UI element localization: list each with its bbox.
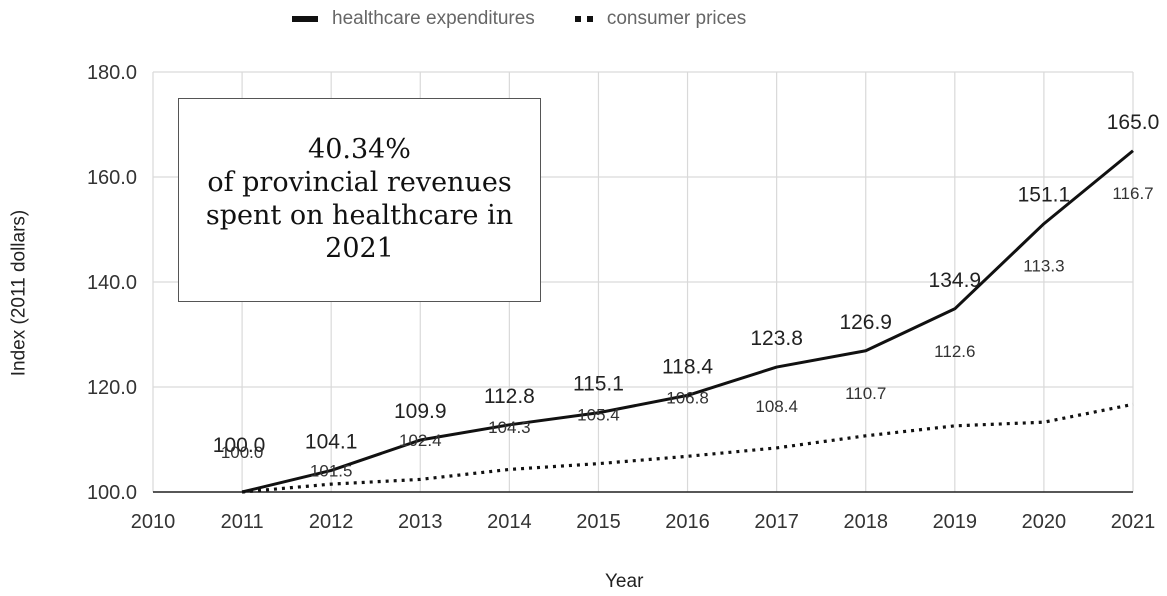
y-tick-label: 120.0 (87, 377, 137, 399)
consumer-prices-line (241, 402, 1134, 494)
x-tick-label: 2019 (933, 511, 978, 533)
annotation-percent: 40.34% (308, 134, 411, 166)
consumer-prices-data-label: 101.5 (310, 461, 353, 480)
y-tick-label: 100.0 (87, 482, 137, 504)
healthcare-data-label: 134.9 (929, 269, 982, 292)
consumer-prices-data-label: 106.8 (666, 388, 709, 407)
healthcare-data-label: 126.9 (839, 311, 892, 334)
legend-solid-swatch (292, 16, 318, 22)
healthcare-data-label: 112.8 (484, 385, 535, 408)
annotation-line-3: spent on healthcare in (205, 200, 514, 231)
legend-label-consumer: consumer prices (606, 8, 747, 29)
x-tick-label: 2018 (843, 511, 888, 533)
y-axis-title: Index (2011 dollars) (8, 209, 30, 377)
series-lines (241, 149, 1134, 494)
y-tick-label: 160.0 (87, 167, 137, 189)
x-tick-label: 2017 (754, 511, 799, 533)
x-tick-label: 2012 (309, 511, 354, 533)
x-axis-title: Year (605, 571, 644, 592)
legend-dotted-swatch (574, 16, 593, 22)
healthcare-data-label: 115.1 (573, 373, 624, 396)
x-tick-label: 2010 (131, 511, 176, 533)
legend-item-consumer: consumer prices (574, 8, 747, 30)
y-axis-ticks: 100.0 120.0 140.0 160.0 180.0 (87, 62, 137, 504)
x-tick-label: 2016 (665, 511, 710, 533)
legend: healthcare expenditures consumer prices (292, 6, 746, 32)
healthcare-data-label: 109.9 (394, 400, 447, 423)
consumer-prices-data-label: 112.6 (934, 342, 975, 361)
consumer-prices-data-label: 110.7 (845, 384, 886, 403)
annotation-line-4: 2021 (325, 232, 394, 264)
healthcare-data-label: 118.4 (662, 355, 713, 378)
x-tick-label: 2014 (487, 511, 532, 533)
legend-label-healthcare: healthcare expenditures (332, 8, 535, 29)
healthcare-data-label: 123.8 (750, 327, 803, 350)
healthcare-expenditures-line (241, 149, 1134, 494)
legend-item-healthcare: healthcare expenditures (292, 8, 535, 30)
x-axis-ticks: 2010 2011 2012 2013 2014 2015 2016 2017 2018 2019… (131, 511, 1156, 533)
gridlines (152, 71, 1134, 493)
consumer-prices-data-label: 108.4 (755, 397, 798, 416)
x-tick-label: 2015 (576, 511, 621, 533)
x-tick-label: 2021 (1111, 511, 1156, 533)
x-tick-label: 2013 (398, 511, 443, 533)
consumer-prices-data-label: 104.3 (488, 418, 531, 437)
healthcare-data-label: 165.0 (1107, 111, 1160, 134)
x-tick-label: 2011 (221, 511, 264, 533)
consumer-prices-data-label: 100.0 (221, 443, 264, 462)
y-tick-label: 180.0 (87, 62, 137, 84)
x-tick-label: 2020 (1022, 511, 1067, 533)
consumer-prices-data-label: 102.4 (399, 431, 442, 450)
consumer-prices-data-label: 105.4 (577, 406, 620, 425)
y-tick-label: 140.0 (87, 272, 137, 294)
consumer-prices-data-label: 113.3 (1023, 257, 1064, 276)
annotation-box: 40.34% of provincial revenues spent on h… (178, 98, 541, 302)
consumer-prices-data-label: 116.7 (1112, 184, 1153, 203)
healthcare-data-label: 100.0 (213, 434, 266, 457)
annotation-line-2: of provincial revenues (207, 167, 512, 199)
healthcare-data-label: 104.1 (305, 430, 358, 453)
healthcare-data-label: 151.1 (1018, 184, 1071, 207)
